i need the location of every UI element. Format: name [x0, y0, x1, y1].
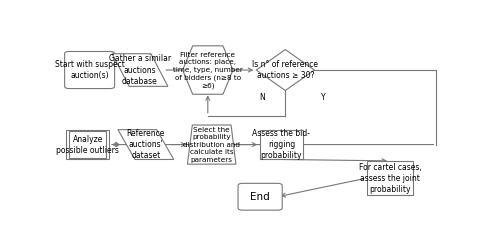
Bar: [69, 131, 106, 158]
Text: End: End: [250, 192, 270, 202]
Text: Gather a similar
auctions
database: Gather a similar auctions database: [109, 54, 171, 86]
Text: N: N: [259, 93, 265, 102]
Text: Analyze
possible outliers: Analyze possible outliers: [56, 135, 119, 155]
Text: Reference
auctions'
dataset: Reference auctions' dataset: [126, 129, 165, 160]
Text: Select the
probability
distribution and
calculate its
parameters: Select the probability distribution and …: [183, 127, 240, 163]
Polygon shape: [188, 125, 236, 164]
Text: Start with suspect
auction(s): Start with suspect auction(s): [54, 60, 124, 80]
Polygon shape: [118, 130, 174, 159]
FancyBboxPatch shape: [64, 52, 114, 89]
Text: Y: Y: [320, 93, 325, 102]
Bar: [260, 130, 303, 159]
Bar: [66, 130, 109, 159]
Polygon shape: [182, 46, 233, 94]
Text: Filter reference
auctions: place,
time, type, number
of bidders (n≥8 to
≥6): Filter reference auctions: place, time, …: [173, 52, 243, 89]
Polygon shape: [256, 50, 314, 91]
Text: Assess the bid-
rigging
probability: Assess the bid- rigging probability: [252, 129, 310, 160]
Text: Is n° of reference
auctions ≥ 30?: Is n° of reference auctions ≥ 30?: [252, 60, 318, 80]
Bar: [366, 161, 413, 195]
Text: For cartel cases,
assess the joint
probability: For cartel cases, assess the joint proba…: [358, 163, 422, 194]
FancyBboxPatch shape: [238, 183, 282, 210]
Polygon shape: [112, 54, 168, 86]
